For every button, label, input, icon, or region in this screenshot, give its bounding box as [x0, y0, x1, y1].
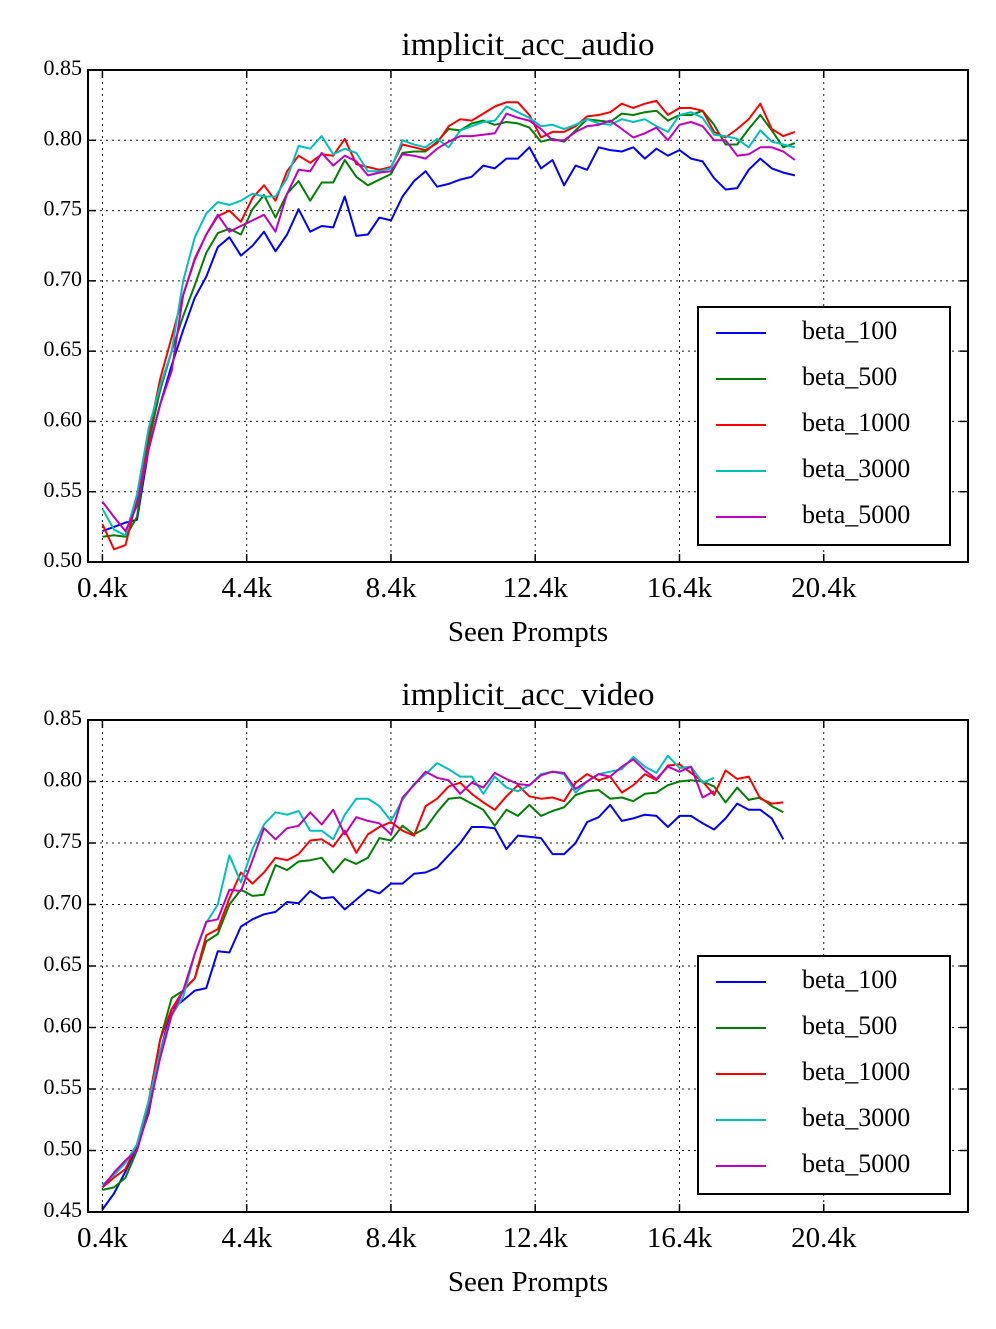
x-tick-label: 16.4k — [647, 1222, 713, 1254]
series-line-beta-1000 — [101, 763, 784, 1189]
y-tick-label: 0.80 — [44, 767, 83, 792]
y-tick-label: 0.70 — [44, 890, 83, 915]
series-line-beta-5000 — [101, 758, 715, 1189]
y-tick-label: 0.60 — [44, 1013, 83, 1038]
x-axis-label: Seen Prompts — [448, 1266, 608, 1298]
chart-title: implicit_acc_video — [402, 677, 655, 713]
chart-1: 0.4k 4.4k 8.4k 12.4k 16.4k 20.4k 0.45 0.50 0.55 0… — [44, 677, 969, 1298]
y-tick-label: 0.45 — [44, 1197, 83, 1222]
x-tick-label: 8.4k — [366, 572, 417, 604]
x-tick-label: 20.4k — [791, 572, 857, 604]
legend-label: beta_100 — [802, 316, 897, 345]
y-tick-label: 0.80 — [44, 125, 83, 150]
x-tick-label: 16.4k — [647, 572, 713, 604]
y-tick-label: 0.75 — [44, 196, 83, 221]
series-line-beta-3000 — [101, 105, 796, 537]
chart-0: 0.4k 4.4k 8.4k 12.4k 16.4k 20.4k 0.50 0.55 0.60 0… — [44, 27, 969, 648]
y-tick-label: 0.50 — [44, 547, 83, 572]
legend-label: beta_5000 — [802, 1149, 910, 1178]
legend-label: beta_1000 — [802, 408, 910, 437]
y-tick-label: 0.55 — [44, 477, 83, 502]
legend-label: beta_500 — [802, 1011, 897, 1040]
y-tick-label: 0.75 — [44, 828, 83, 853]
y-tick-label: 0.70 — [44, 266, 83, 291]
series-line-beta-500 — [102, 779, 784, 1191]
series-line-beta-500 — [102, 109, 796, 538]
x-tick-label: 20.4k — [791, 1222, 857, 1254]
y-tick-label: 0.60 — [44, 406, 83, 431]
y-tick-label: 0.50 — [44, 1136, 83, 1161]
legend-label: beta_1000 — [802, 1057, 910, 1086]
legend-label: beta_5000 — [802, 500, 910, 529]
series-line-beta-100 — [101, 802, 785, 1211]
y-tick-label: 0.65 — [44, 336, 83, 361]
legend-label: beta_100 — [802, 965, 897, 994]
x-tick-label: 0.4k — [77, 572, 128, 604]
legend: beta_100 beta_500 beta_1000 beta_3000 beta_5… — [697, 306, 951, 546]
legend-label: beta_3000 — [802, 454, 910, 483]
legend-label: beta_3000 — [802, 1103, 910, 1132]
x-tick-label: 12.4k — [503, 572, 569, 604]
x-tick-label: 0.4k — [77, 1222, 128, 1254]
series-line-beta-1000 — [101, 99, 796, 551]
series-line-beta-100 — [102, 146, 796, 533]
chart-title: implicit_acc_audio — [402, 27, 655, 63]
legend: beta_100 beta_500 beta_1000 beta_3000 beta_5… — [697, 955, 951, 1195]
x-tick-label: 12.4k — [503, 1222, 569, 1254]
x-tick-label: 4.4k — [221, 1222, 272, 1254]
legend-label: beta_500 — [802, 362, 897, 391]
series-line-beta-5000 — [101, 112, 796, 533]
legend-box — [697, 306, 951, 546]
x-tick-label: 4.4k — [221, 572, 272, 604]
y-tick-label: 0.85 — [44, 55, 83, 80]
y-tick-label: 0.65 — [44, 951, 83, 976]
plot-frame — [87, 69, 969, 563]
x-tick-label: 8.4k — [366, 1222, 417, 1254]
y-tick-label: 0.85 — [44, 705, 83, 730]
y-tick-label: 0.55 — [44, 1074, 83, 1099]
x-axis-label: Seen Prompts — [448, 616, 608, 648]
